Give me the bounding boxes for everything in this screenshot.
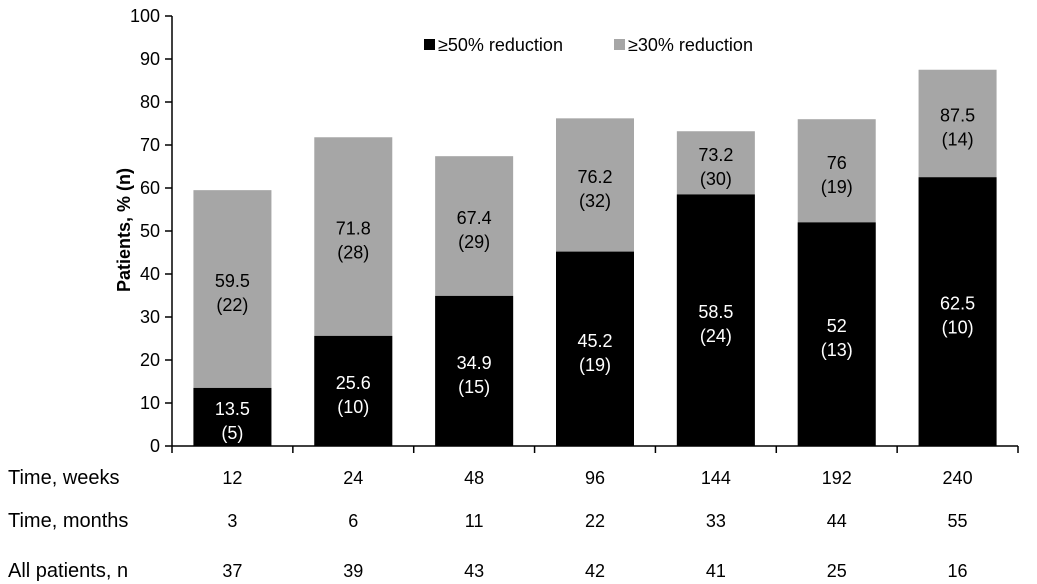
- row-label-months: Time, months: [8, 510, 128, 532]
- data-label-reduction-30: 76: [827, 153, 847, 173]
- data-count-reduction-30: (22): [216, 295, 248, 315]
- data-label-reduction-50: 52: [827, 316, 847, 336]
- legend-label-reduction-30: ≥30% reduction: [628, 35, 753, 55]
- row-value-patients: 42: [585, 561, 605, 581]
- y-axis-label: Patients, % (n): [114, 168, 134, 292]
- row-value-weeks: 240: [943, 468, 973, 488]
- y-tick-label: 80: [140, 92, 160, 112]
- data-count-reduction-50: (24): [700, 326, 732, 346]
- data-label-reduction-50: 13.5: [215, 399, 250, 419]
- y-tick-label: 10: [140, 393, 160, 413]
- row-value-patients: 43: [464, 561, 484, 581]
- row-label-weeks: Time, weeks: [8, 467, 120, 489]
- data-count-reduction-50: (10): [942, 318, 974, 338]
- legend-swatch-reduction-30: [614, 39, 625, 50]
- bar-reduction-50: [193, 387, 272, 446]
- data-count-reduction-30: (32): [579, 191, 611, 211]
- data-label-reduction-50: 34.9: [457, 353, 492, 373]
- legend-label-reduction-50: ≥50% reduction: [438, 35, 563, 55]
- row-value-months: 55: [948, 511, 968, 531]
- row-value-weeks: 96: [585, 468, 605, 488]
- row-value-patients: 41: [706, 561, 726, 581]
- bar-reduction-50: [676, 194, 755, 446]
- y-axis: 0 10 20 30 40 50 60 70 80 90 100: [130, 6, 173, 456]
- data-count-reduction-30: (30): [700, 169, 732, 189]
- row-value-weeks: 24: [343, 468, 363, 488]
- data-label-reduction-30: 67.4: [457, 208, 492, 228]
- data-label-reduction-30: 71.8: [336, 219, 371, 239]
- row-value-weeks: 48: [464, 468, 484, 488]
- data-label-reduction-50: 25.6: [336, 373, 371, 393]
- data-label-reduction-30: 59.5: [215, 271, 250, 291]
- data-count-reduction-30: (19): [821, 177, 853, 197]
- legend-swatch-reduction-50: [424, 39, 435, 50]
- row-value-patients: 37: [222, 561, 242, 581]
- data-label-reduction-30: 73.2: [698, 145, 733, 165]
- y-tick-label: 60: [140, 178, 160, 198]
- row-value-patients: 25: [827, 561, 847, 581]
- y-tick-label: 90: [140, 49, 160, 69]
- data-count-reduction-50: (13): [821, 340, 853, 360]
- data-label-reduction-50: 62.5: [940, 294, 975, 314]
- data-label-reduction-30: 76.2: [577, 167, 612, 187]
- row-label-patients: All patients, n: [8, 560, 128, 582]
- data-count-reduction-50: (19): [579, 355, 611, 375]
- data-count-reduction-30: (28): [337, 243, 369, 263]
- row-value-weeks: 12: [222, 468, 242, 488]
- data-label-reduction-50: 58.5: [698, 302, 733, 322]
- bars: 13.5 (5) 25.6 (10) 34.9 (15) 45.2 (19) 58.5 (24) 5…: [193, 69, 997, 447]
- row-value-weeks: 192: [822, 468, 852, 488]
- row-value-months: 33: [706, 511, 726, 531]
- bar-reduction-50: [797, 222, 876, 446]
- y-tick-label: 40: [140, 264, 160, 284]
- y-tick-label: 20: [140, 350, 160, 370]
- row-value-months: 44: [827, 511, 847, 531]
- y-tick-label: 70: [140, 135, 160, 155]
- y-tick-label: 30: [140, 307, 160, 327]
- x-axis: [171, 445, 1019, 453]
- y-tick-label: 0: [150, 436, 160, 456]
- row-value-months: 6: [348, 511, 358, 531]
- data-label-reduction-50: 45.2: [577, 331, 612, 351]
- row-value-weeks: 144: [701, 468, 731, 488]
- row-value-months: 3: [227, 511, 237, 531]
- legend: ≥50% reduction ≥30% reduction: [424, 35, 753, 55]
- data-count-reduction-50: (5): [221, 423, 243, 443]
- data-count-reduction-50: (10): [337, 397, 369, 417]
- data-label-reduction-30: 87.5: [940, 106, 975, 126]
- data-count-reduction-30: (29): [458, 232, 490, 252]
- bar-reduction-50: [556, 251, 634, 446]
- row-value-patients: 16: [948, 561, 968, 581]
- data-count-reduction-50: (15): [458, 377, 490, 397]
- row-value-months: 11: [465, 511, 484, 531]
- category-rows: Time, weeks 12 24 48 96 144 192 240 Time, months…: [8, 467, 973, 582]
- bar-reduction-50: [435, 295, 514, 446]
- bar-reduction-50: [314, 335, 393, 446]
- y-tick-label: 100: [130, 6, 160, 26]
- bar-reduction-50: [918, 177, 997, 446]
- y-tick-label: 50: [140, 221, 160, 241]
- row-value-months: 22: [585, 511, 605, 531]
- row-value-patients: 39: [343, 561, 363, 581]
- data-count-reduction-30: (14): [942, 130, 974, 150]
